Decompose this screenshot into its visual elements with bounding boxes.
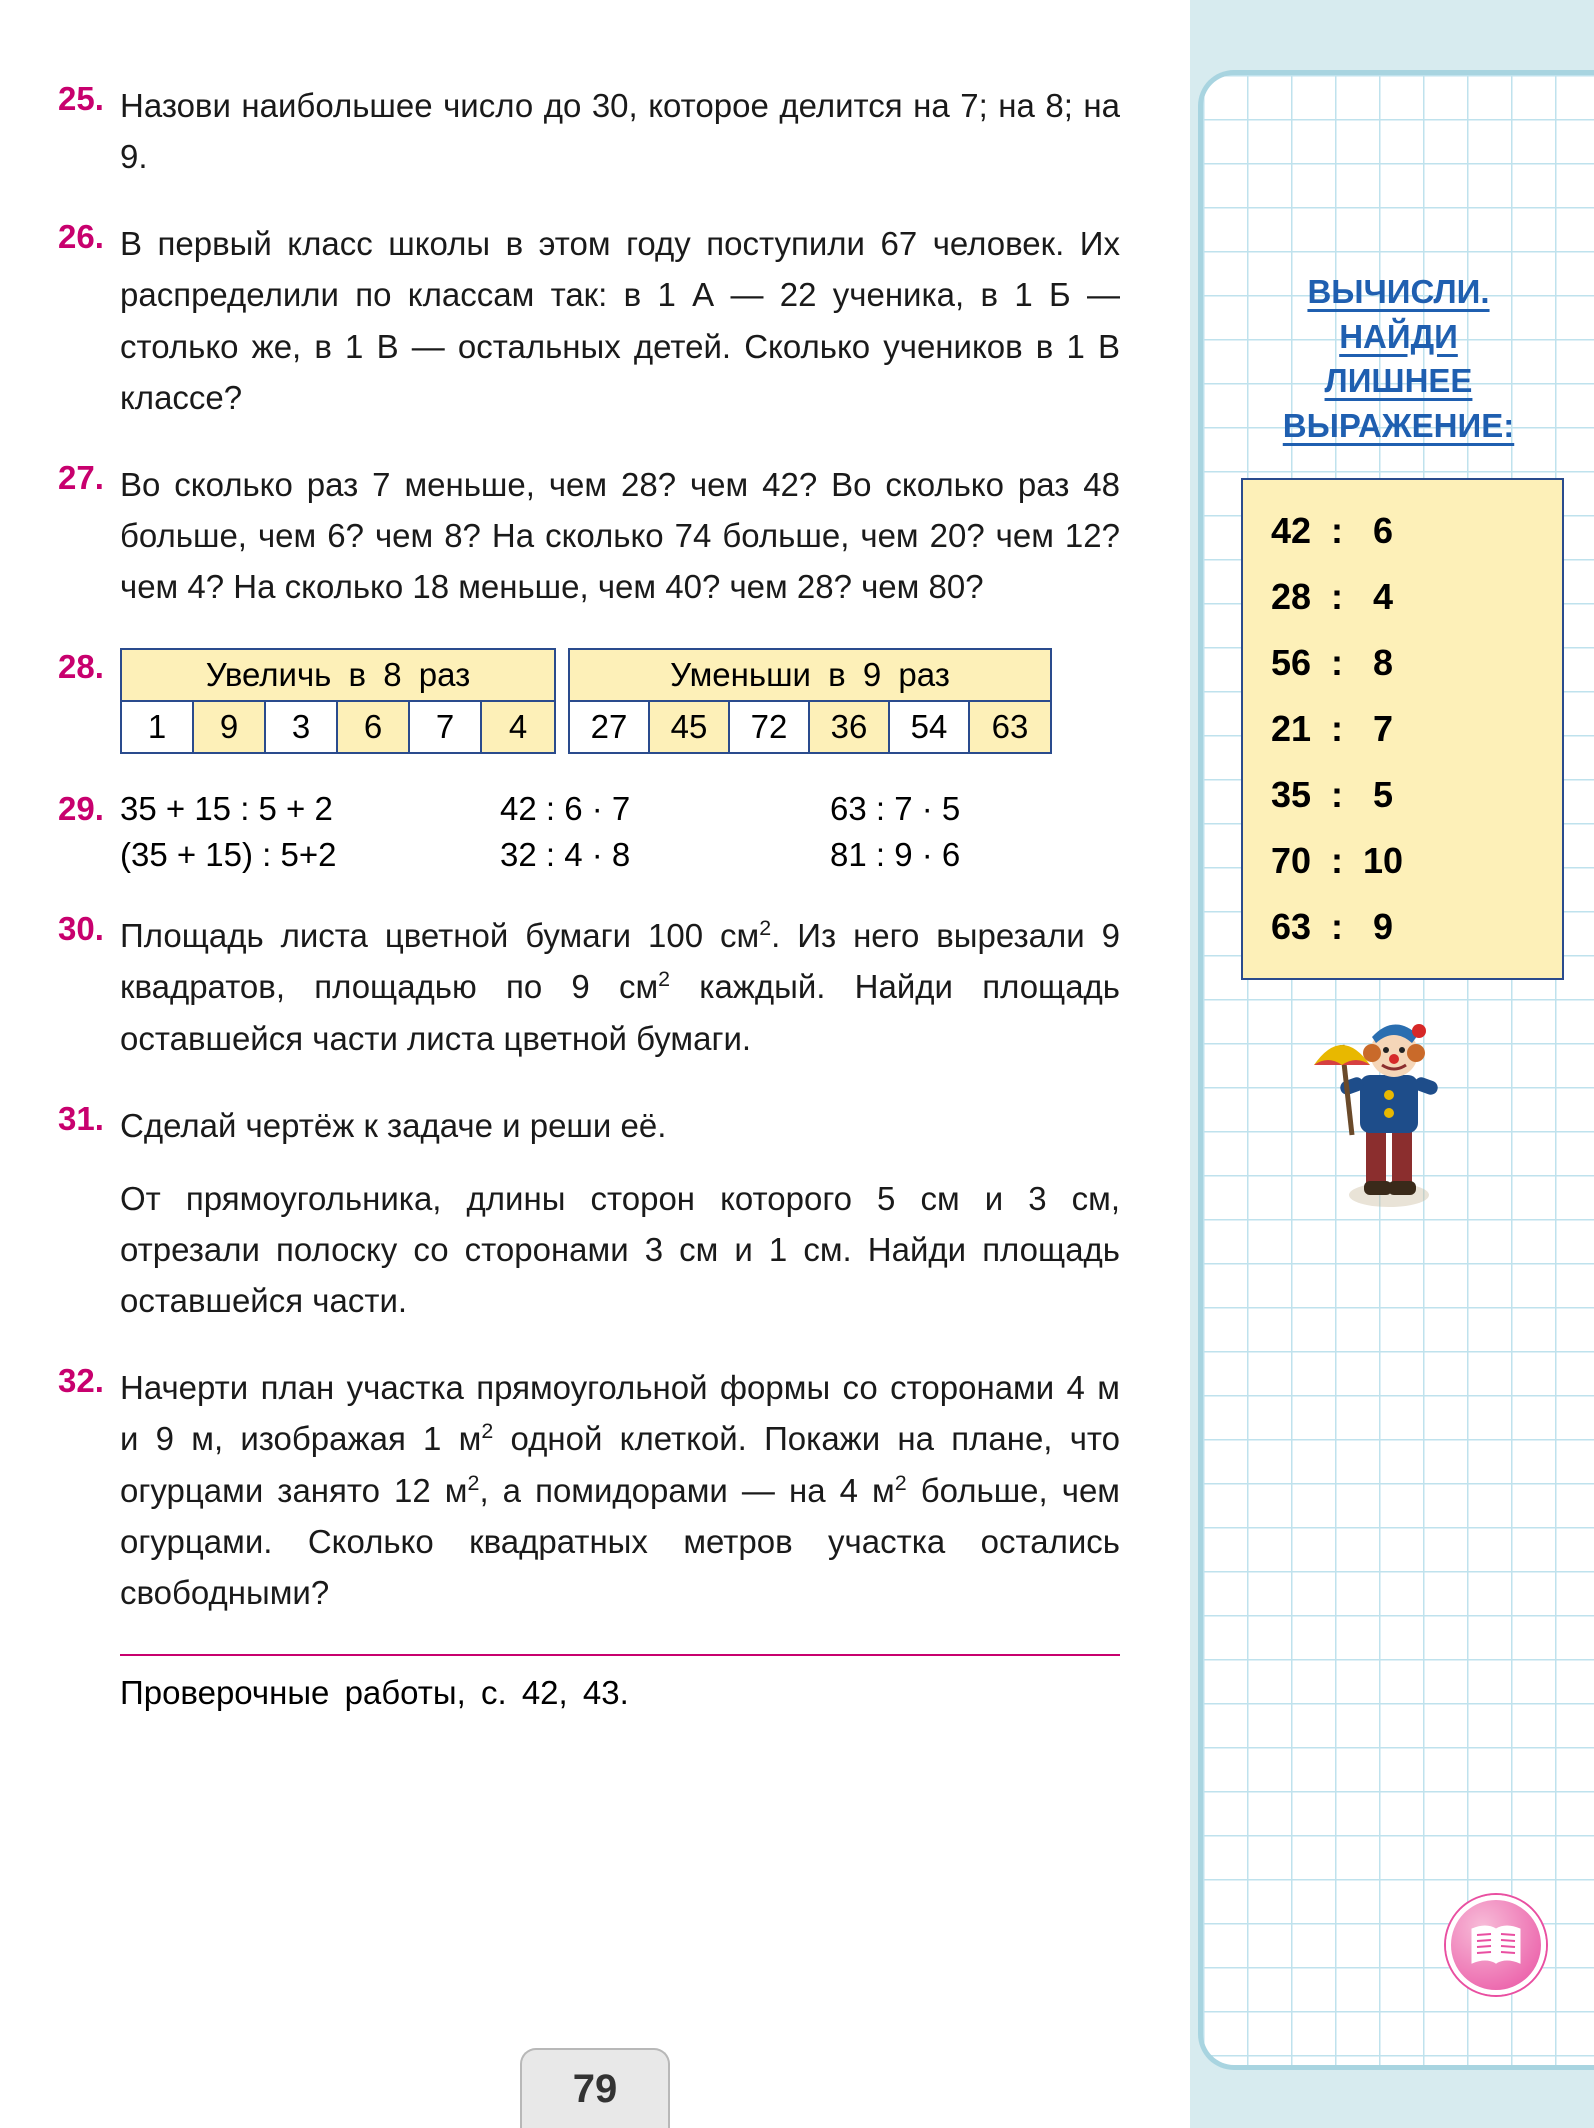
task-text: Во сколько раз 7 меньше, чем 28? чем 42?… (120, 459, 1120, 612)
page-number-tab: 79 (520, 2048, 670, 2128)
table-cell: 6 (338, 702, 410, 752)
clown-illustration (1304, 995, 1474, 1215)
content-area: 25. Назови наибольшее число до 30, котор… (0, 0, 1190, 2128)
sidebar: ВЫЧИСЛИ.НАЙДИЛИШНЕЕВЫРАЖЕНИЕ: 42 : 628 :… (1198, 70, 1594, 2070)
task-25: 25. Назови наибольшее число до 30, котор… (120, 80, 1120, 182)
sidebar-expression: 21 : 7 (1271, 696, 1534, 762)
expression: 35 + 15 : 5 + 2 (120, 790, 460, 828)
table-cell: 36 (810, 702, 890, 752)
divider-rule (120, 1654, 1120, 1656)
task-text: Начерти план участка прямоугольной формы… (120, 1362, 1120, 1618)
sidebar-expression: 63 : 9 (1271, 894, 1534, 960)
task-text: Сделай чертёж к задаче и реши её. (120, 1100, 1120, 1151)
table-increase: Увеличь в 8 раз 193674 (120, 648, 556, 754)
table-cell: 45 (650, 702, 730, 752)
task-text: Назови наибольшее число до 30, которое д… (120, 80, 1120, 182)
task-30: 30. Площадь листа цветной бумаги 100 см2… (120, 910, 1120, 1063)
tables-row: Увеличь в 8 раз 193674 Уменьши в 9 раз 2… (120, 648, 1120, 754)
table-cell: 7 (410, 702, 482, 752)
table-decrease: Уменьши в 9 раз 274572365463 (568, 648, 1052, 754)
sidebar-expression: 35 : 5 (1271, 762, 1534, 828)
expression: 32 : 4 · 8 (500, 836, 790, 874)
expression: (35 + 15) : 5+2 (120, 836, 460, 874)
task-number: 28. (58, 648, 104, 686)
expression-grid: 35 + 15 : 5 + 2 42 : 6 · 7 63 : 7 · 5 (35 +… (120, 790, 1120, 874)
sidebar-expression: 70 : 10 (1271, 828, 1534, 894)
table-cell: 9 (194, 702, 266, 752)
footer-reference: Проверочные работы, с. 42, 43. (120, 1674, 1120, 1712)
task-number: 29. (58, 790, 104, 828)
task-text: Площадь листа цветной бумаги 100 см2. Из… (120, 910, 1120, 1063)
task-number: 27. (58, 459, 104, 497)
table-cell: 72 (730, 702, 810, 752)
expression: 81 : 9 · 6 (830, 836, 1050, 874)
task-number: 31. (58, 1100, 104, 1138)
table-header: Уменьши в 9 раз (570, 650, 1050, 702)
table-header: Увеличь в 8 раз (122, 650, 554, 702)
task-number: 26. (58, 218, 104, 256)
table-cell: 4 (482, 702, 554, 752)
task-31: 31. Сделай чертёж к задаче и реши её. От… (120, 1100, 1120, 1327)
sidebar-title: ВЫЧИСЛИ.НАЙДИЛИШНЕЕВЫРАЖЕНИЕ: (1203, 270, 1594, 448)
task-subtext: От прямоугольника, длины сторон которого… (120, 1173, 1120, 1326)
page-number: 79 (573, 2067, 618, 2112)
table-cell: 27 (570, 702, 650, 752)
task-26: 26. В первый класс школы в этом году пос… (120, 218, 1120, 423)
sidebar-expression: 28 : 4 (1271, 564, 1534, 630)
sidebar-expression: 42 : 6 (1271, 498, 1534, 564)
sidebar-expression: 56 : 8 (1271, 630, 1534, 696)
table-cell: 1 (122, 702, 194, 752)
task-28: 28. Увеличь в 8 раз 193674 Уменьши в 9 р… (120, 648, 1120, 754)
open-book-icon (1468, 1917, 1524, 1973)
task-text: В первый класс школы в этом году поступи… (120, 218, 1120, 423)
table-cell: 63 (970, 702, 1050, 752)
table-cell: 54 (890, 702, 970, 752)
task-27: 27. Во сколько раз 7 меньше, чем 28? чем… (120, 459, 1120, 612)
task-32: 32. Начерти план участка прямоугольной ф… (120, 1362, 1120, 1618)
expression: 42 : 6 · 7 (500, 790, 790, 828)
book-badge (1446, 1895, 1546, 1995)
expression: 63 : 7 · 5 (830, 790, 1050, 828)
task-number: 30. (58, 910, 104, 948)
task-29: 29. 35 + 15 : 5 + 242 : 6 · 763 : 7 · 5(… (120, 790, 1120, 874)
task-number: 32. (58, 1362, 104, 1400)
table-cell: 3 (266, 702, 338, 752)
task-number: 25. (58, 80, 104, 118)
sidebar-expression-box: 42 : 628 : 456 : 821 : 735 : 570 : 1063 … (1241, 478, 1564, 980)
